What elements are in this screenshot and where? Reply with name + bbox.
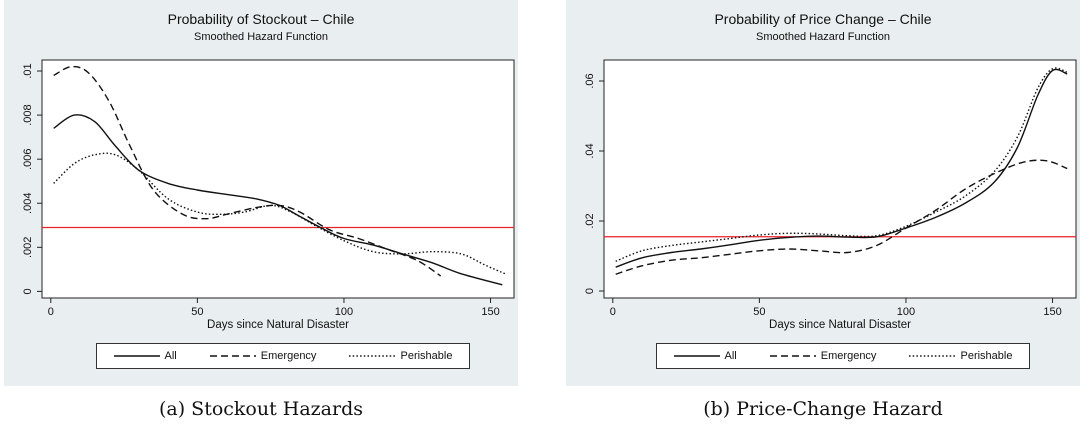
price-change-plot-area: [603, 59, 1077, 299]
stockout-series-emergency: [53, 65, 442, 277]
legend-entry-perishable: Perishable: [349, 350, 452, 362]
dashed-line-swatch: [209, 355, 256, 357]
legend-label-all: All: [164, 350, 177, 362]
dotted-line-swatch: [349, 355, 396, 357]
stockout-series-all: [53, 114, 503, 286]
stockout-chart: Probability of Stockout – Chile Smoothed …: [22, 11, 515, 331]
price-change-x-tick-label: 150: [1043, 306, 1061, 318]
legend-label-perishable: Perishable: [960, 350, 1013, 362]
stockout-x-axis-label: Days since Natural Disaster: [207, 319, 349, 331]
stockout-y-tick-label: 0: [22, 288, 34, 294]
legend-entry-emergency: Emergency: [209, 350, 317, 362]
price-change-chart-title: Probability of Price Change – Chile: [714, 11, 931, 27]
price-change-y-tick-label: .04: [584, 143, 596, 158]
price-change-series-all: [615, 68, 1068, 268]
legend-label-emergency: Emergency: [820, 350, 877, 362]
price-change-x-tick-label: 50: [753, 306, 765, 318]
price-change-series-perishable: [615, 67, 1068, 262]
legend-label-perishable: Perishable: [400, 350, 453, 362]
dashed-line-swatch: [769, 355, 816, 357]
solid-line-swatch: [113, 355, 160, 357]
stockout-y-tick-label: .006: [22, 148, 34, 169]
price-change-y-tick-label: 0: [584, 288, 596, 294]
price-change-chart: Probability of Price Change – Chile Smoot…: [584, 11, 1077, 331]
stockout-x-tick-label: 0: [48, 306, 54, 318]
price-change-legend: All Emergency Perishable: [656, 343, 1030, 369]
dotted-line-swatch: [909, 355, 956, 357]
legend-entry-perishable: Perishable: [909, 350, 1012, 362]
legend-entry-all: All: [673, 350, 737, 362]
figure-caption-a: (a) Stockout Hazards: [158, 398, 364, 420]
stockout-chart-subtitle: Smoothed Hazard Function: [194, 31, 328, 43]
stockout-y-tick-label: .008: [22, 104, 34, 125]
stockout-chart-panel: Probability of Stockout – Chile Smoothed …: [4, 0, 518, 386]
stockout-plot-area: [41, 59, 515, 299]
legend-label-emergency: Emergency: [260, 350, 317, 362]
price-change-x-tick-label: 0: [610, 306, 616, 318]
legend-label-all: All: [724, 350, 737, 362]
solid-line-swatch: [673, 355, 720, 357]
price-change-x-axis-label: Days since Natural Disaster: [769, 319, 911, 331]
stockout-x-tick-label: 50: [191, 306, 203, 318]
stockout-chart-title: Probability of Stockout – Chile: [168, 11, 355, 27]
price-change-series-emergency: [615, 159, 1068, 275]
legend-entry-emergency: Emergency: [769, 350, 877, 362]
stockout-legend: All Emergency Perishable: [96, 343, 470, 369]
legend-entry-all: All: [113, 350, 177, 362]
stockout-x-tick-label: 150: [481, 306, 499, 318]
stockout-y-tick-label: .002: [22, 237, 34, 258]
price-change-chart-subtitle: Smoothed Hazard Function: [756, 31, 890, 43]
price-change-chart-panel: Probability of Price Change – Chile Smoot…: [566, 0, 1080, 386]
stockout-y-tick-label: .004: [22, 193, 34, 214]
price-change-y-tick-label: .02: [584, 213, 596, 228]
price-change-y-tick-label: .06: [584, 73, 596, 88]
stockout-y-tick-label: .01: [22, 63, 34, 78]
figure-caption-b: (b) Price-Change Hazard: [703, 398, 943, 420]
stockout-x-tick-label: 100: [335, 306, 353, 318]
price-change-x-tick-label: 100: [897, 306, 915, 318]
